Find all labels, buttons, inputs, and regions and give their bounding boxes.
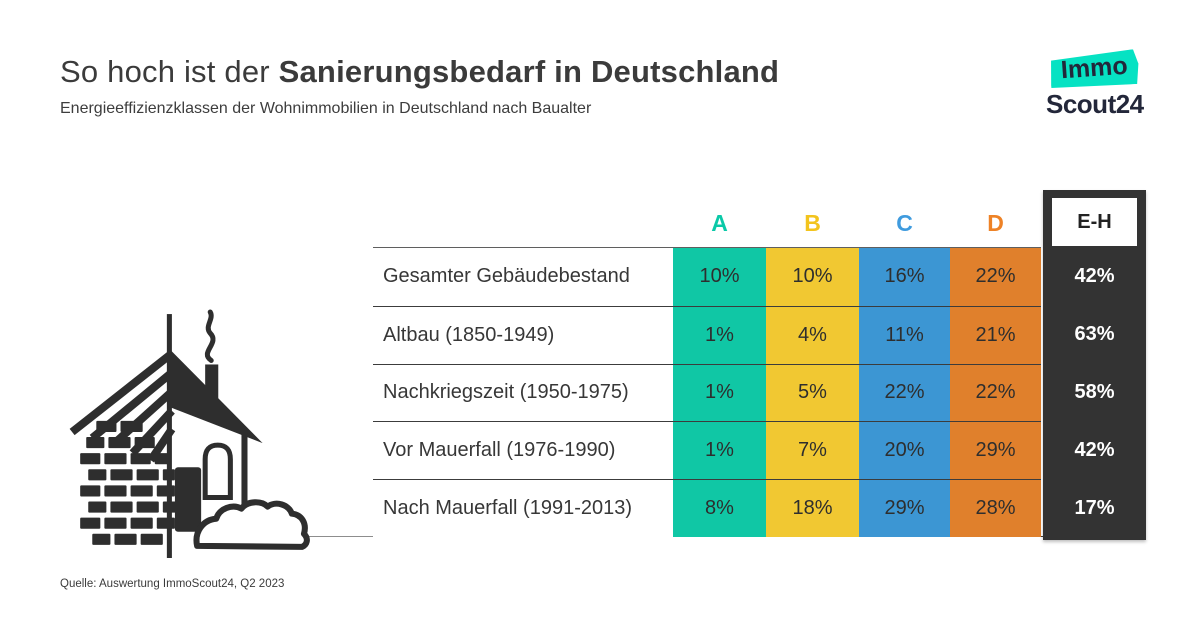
value-cell-c: 22% [859, 363, 950, 422]
value-cell-b: 10% [766, 248, 859, 306]
value-cell-d: 22% [950, 363, 1041, 422]
row-label: Nachkriegszeit (1950-1975) [373, 363, 673, 422]
value-cell-d: 21% [950, 305, 1041, 364]
value-cell-c: 29% [859, 479, 950, 537]
value-cell-eh: 42% [1074, 438, 1115, 461]
value-cell-b: 18% [766, 479, 859, 537]
value-cell-eh: 42% [1074, 265, 1115, 288]
eh-column-block: E-H 42% 63% 58% 42% 17% [1043, 190, 1146, 540]
logo-immo-badge: Immo [1049, 49, 1140, 90]
row-label: Gesamter Gebäudebestand [373, 248, 673, 306]
immoscout24-logo: Immo Scout24 [1046, 49, 1144, 119]
value-cell-a: 10% [673, 248, 766, 306]
value-cell-c: 11% [859, 305, 950, 364]
title-regular-part: So hoch ist der [60, 54, 279, 89]
logo-scout24-text: Scout24 [1046, 89, 1144, 119]
row-label: Altbau (1850-1949) [373, 305, 673, 364]
title-bold-part: Sanierungsbedarf in Deutschland [278, 54, 780, 89]
value-cell-d: 28% [950, 479, 1041, 537]
value-cell-a: 1% [673, 363, 766, 422]
column-header-d: D [950, 200, 1041, 248]
energy-class-table: A B C D Gesamter Gebäudebestand 10% 10% … [373, 200, 1146, 537]
value-cell-a: 1% [673, 421, 766, 480]
table-header-spacer [373, 200, 673, 248]
value-cell-b: 5% [766, 363, 859, 422]
row-label: Vor Mauerfall (1976-1990) [373, 421, 673, 480]
column-header-eh: E-H [1052, 198, 1137, 246]
column-header-a: A [673, 200, 766, 248]
value-cell-c: 16% [859, 248, 950, 306]
page-subtitle: Energieeffizienzklassen der Wohnimmobili… [60, 100, 592, 117]
column-header-c: C [859, 200, 950, 248]
value-cell-eh: 63% [1074, 323, 1115, 346]
value-cell-b: 7% [766, 421, 859, 480]
value-cell-a: 8% [673, 479, 766, 537]
page-title: So hoch ist der Sanierungsbedarf in Deut… [60, 54, 779, 90]
house-renovation-illustration-icon [69, 309, 310, 558]
value-cell-b: 4% [766, 305, 859, 364]
value-cell-a: 1% [673, 305, 766, 364]
value-cell-eh: 17% [1074, 496, 1115, 519]
value-cell-d: 22% [950, 248, 1041, 306]
source-note: Quelle: Auswertung ImmoScout24, Q2 2023 [60, 578, 285, 590]
value-cell-d: 29% [950, 421, 1041, 480]
row-label: Nach Mauerfall (1991-2013) [373, 479, 673, 537]
value-cell-eh: 58% [1074, 380, 1115, 403]
column-header-b: B [766, 200, 859, 248]
value-cell-c: 20% [859, 421, 950, 480]
eh-values: 42% 63% 58% 42% 17% [1043, 248, 1146, 537]
